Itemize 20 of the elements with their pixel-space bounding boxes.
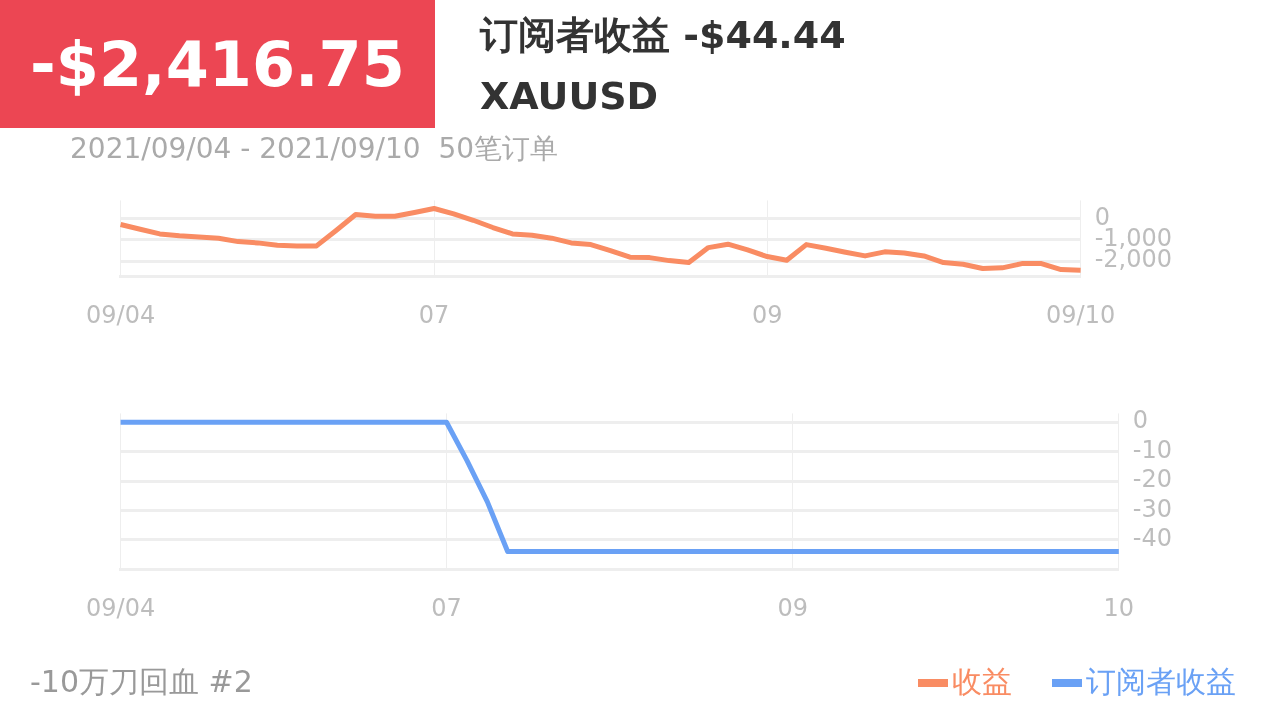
- y-tick-label: -10: [1132, 435, 1172, 464]
- x-tick-label: 09: [751, 300, 783, 329]
- legend-label: 订阅者收益: [1086, 663, 1236, 701]
- x-tick-label: 09/04: [86, 300, 156, 329]
- x-tick-label: 09/10: [1046, 300, 1116, 329]
- y-tick-label: -20: [1132, 465, 1172, 494]
- text: 2021/09/04 - 2021/09/10 50笔订单: [70, 131, 559, 167]
- x-tick-label: 10: [1103, 593, 1135, 622]
- y-tick-label: -30: [1132, 494, 1172, 523]
- y-tick-label: 0: [1132, 406, 1149, 435]
- x-tick-label: 07: [418, 300, 450, 329]
- x-tick-label: 07: [431, 593, 462, 622]
- x-tick-label: 09: [777, 593, 809, 622]
- legend-label: 收益: [952, 663, 1012, 701]
- chart-subtitle: XAUUSD: [480, 74, 659, 118]
- chart-title: 订阅者收益 -$44.44: [480, 12, 846, 59]
- text: -$2,416.75: [0, 0, 435, 128]
- text: -10万刀回血 #2: [30, 663, 253, 701]
- x-tick-label: 09/04: [86, 593, 156, 622]
- y-tick-label: -40: [1132, 524, 1172, 553]
